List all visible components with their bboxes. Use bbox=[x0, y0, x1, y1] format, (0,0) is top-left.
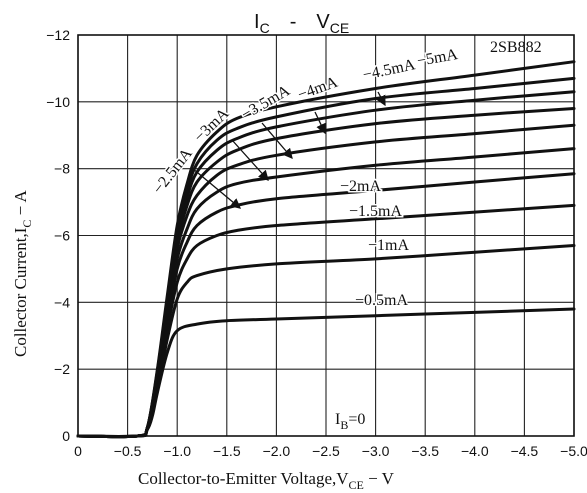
x-tick-label: −0.5 bbox=[114, 443, 142, 459]
series-label: −4.5mA bbox=[361, 56, 417, 84]
leader-arrow bbox=[191, 167, 241, 209]
y-tick-label: −6 bbox=[54, 228, 70, 244]
series-label: −1.5mA bbox=[349, 203, 402, 220]
x-axis-title: Collector-to-Emitter Voltage,VCE − V bbox=[138, 469, 395, 492]
x-tick-label: −4.5 bbox=[511, 443, 539, 459]
y-tick-label: −8 bbox=[54, 161, 70, 177]
x-tick-label: −1.0 bbox=[163, 443, 191, 459]
leader-arrow bbox=[314, 111, 326, 135]
ic-vce-curve bbox=[76, 60, 576, 439]
curve-group bbox=[76, 60, 576, 439]
y-tick-label: −2 bbox=[54, 361, 70, 377]
grid-lines bbox=[77, 34, 575, 437]
part-number-label: 2SB882 bbox=[490, 39, 542, 56]
y-tick-label: 0 bbox=[62, 428, 70, 444]
series-label: −0.5mA bbox=[355, 292, 408, 309]
x-tick-label: −5.0 bbox=[560, 443, 587, 459]
series-label: −5mA bbox=[416, 46, 460, 70]
y-tick-label: −12 bbox=[46, 27, 70, 43]
x-tick-label: −2.5 bbox=[312, 443, 340, 459]
label-arrows bbox=[191, 91, 386, 209]
x-tick-label: −2.0 bbox=[263, 443, 291, 459]
x-tick-label: −4.0 bbox=[461, 443, 489, 459]
y-tick-label: −10 bbox=[46, 94, 70, 110]
leader-arrow bbox=[261, 122, 293, 159]
leader-arrow bbox=[231, 139, 269, 181]
series-label: −3.5mA bbox=[239, 82, 294, 123]
series-label: −1mA bbox=[368, 237, 409, 254]
x-tick-label: −3.0 bbox=[362, 443, 390, 459]
x-tick-label: −3.5 bbox=[411, 443, 439, 459]
plot-frame bbox=[77, 34, 575, 437]
ib-zero-label: IB=0 bbox=[335, 411, 365, 432]
y-axis-title: Collector Current,IC − A bbox=[11, 189, 34, 357]
x-tick-label: −1.5 bbox=[213, 443, 241, 459]
leader-arrow bbox=[376, 91, 386, 107]
series-labels: −0.5mA−1mA−1.5mA−2mA−2.5mA−3mA−3.5mA −4mA… bbox=[148, 44, 461, 310]
y-tick-label: −4 bbox=[54, 294, 70, 310]
tick-labels: 0 −0.5 −1.0 −1.5 −2.0 −2.5 −3.0 −3.5 −4.0 −4.5 −5.… bbox=[46, 27, 587, 459]
series-label: −2mA bbox=[340, 178, 381, 195]
chart-title: IC - VCE bbox=[254, 11, 349, 36]
x-tick-label: 0 bbox=[74, 443, 82, 459]
